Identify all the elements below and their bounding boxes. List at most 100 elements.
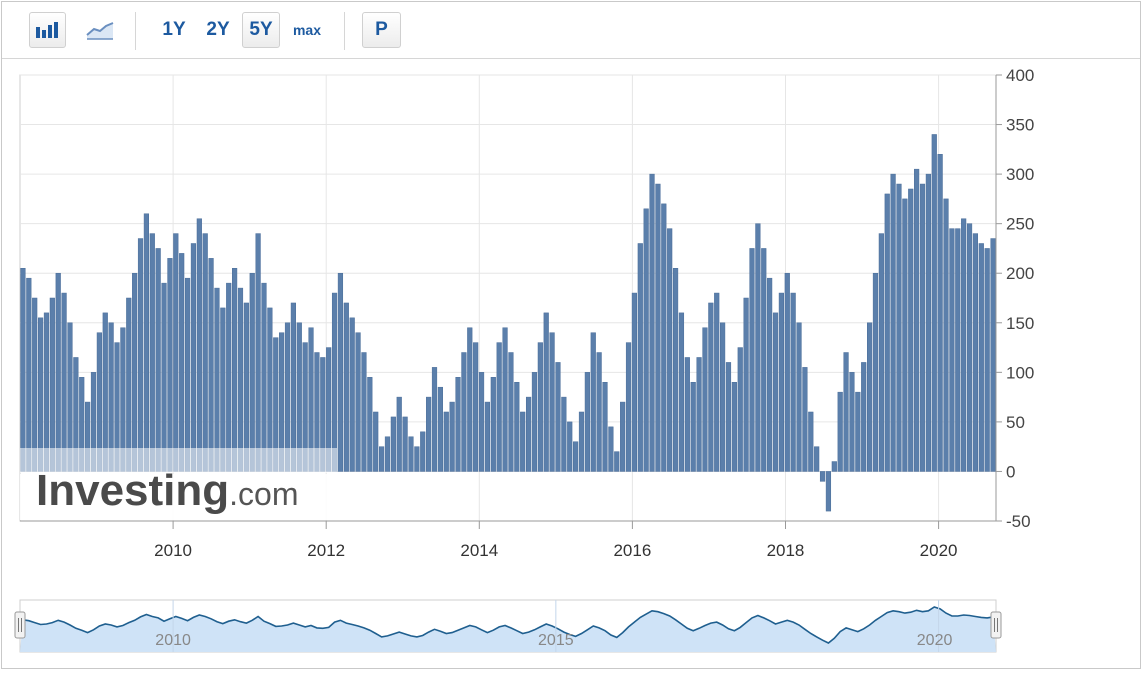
bar: [173, 233, 179, 472]
bar: [796, 322, 802, 472]
bar: [737, 347, 743, 472]
bar: [61, 292, 67, 472]
bar: [167, 258, 173, 472]
bar: [190, 243, 197, 472]
bar: [590, 332, 596, 472]
bar: [961, 218, 967, 472]
bar: [55, 272, 61, 472]
navigator-line: [22, 606, 994, 644]
bar: [790, 292, 796, 472]
bar: [584, 372, 590, 472]
bar: [755, 223, 761, 472]
bar: [349, 317, 355, 472]
bar: [496, 342, 502, 472]
bar: [379, 446, 385, 472]
bar: [837, 391, 843, 472]
bar: [843, 352, 849, 472]
bar: [672, 268, 679, 472]
bar: [955, 228, 961, 472]
navigator[interactable]: 2010 2015 2020: [14, 599, 1002, 653]
y-tick-label: 400: [1006, 66, 1034, 85]
p-button[interactable]: P: [362, 12, 401, 48]
bar: [608, 426, 614, 472]
x-tick-label: 2018: [767, 541, 805, 560]
bar: [161, 282, 167, 472]
bar: [431, 367, 438, 472]
bar: [520, 411, 526, 472]
bar: [155, 248, 161, 472]
y-tick-label: 100: [1006, 363, 1034, 382]
navigator-left-handle[interactable]: [14, 611, 26, 639]
line-chart-icon[interactable]: [80, 12, 120, 48]
bar: [943, 198, 949, 472]
bar: [261, 282, 267, 472]
bar: [537, 342, 543, 472]
bar: [602, 381, 608, 472]
bar: [625, 342, 632, 472]
range-1y-button[interactable]: 1Y: [162, 19, 186, 40]
bar: [855, 391, 861, 472]
range-5y-button[interactable]: 5Y: [242, 12, 280, 48]
bar: [690, 381, 696, 472]
bar: [937, 154, 943, 472]
bar: [490, 377, 496, 472]
navigator-right-handle[interactable]: [990, 611, 1002, 639]
bar: [890, 173, 896, 472]
toolbar: 1Y 2Y 5Y max P: [2, 2, 1140, 59]
bar: [26, 277, 32, 472]
bar: [467, 327, 473, 472]
bar: [408, 436, 414, 472]
bar: [925, 173, 931, 472]
bar-chart-icon[interactable]: [29, 12, 66, 48]
y-tick-label: 0: [1006, 462, 1015, 481]
bar: [743, 297, 749, 472]
bar: [655, 183, 661, 472]
bar: [414, 446, 420, 472]
bar: [420, 431, 426, 472]
range-2y-button[interactable]: 2Y: [206, 19, 230, 40]
bar: [849, 372, 855, 472]
bar: [137, 238, 144, 472]
bar: [132, 272, 138, 472]
bar: [949, 228, 955, 472]
bar: [643, 208, 649, 472]
bar: [896, 183, 902, 472]
x-tick-label: 2010: [154, 541, 192, 560]
y-tick-label: 50: [1006, 413, 1025, 432]
bar: [237, 287, 244, 472]
watermark-brand: Investing: [36, 466, 229, 515]
navigator-label: 2015: [538, 632, 574, 649]
bar: [620, 401, 626, 472]
bar: [702, 327, 708, 472]
bar: [884, 193, 890, 472]
bar: [461, 352, 467, 472]
bar: [402, 416, 408, 472]
bar: [867, 322, 873, 472]
range-max-button[interactable]: max: [292, 22, 322, 38]
bar: [802, 367, 808, 472]
bar: [473, 342, 479, 472]
bar: [331, 292, 338, 472]
bar: [808, 411, 814, 472]
bar: [819, 471, 826, 482]
bar: [384, 436, 391, 472]
bar: [573, 441, 579, 472]
bar: [555, 362, 561, 472]
bar: [714, 292, 720, 472]
bar: [708, 302, 714, 472]
bar: [861, 362, 867, 472]
bar: [390, 416, 396, 472]
bar: [355, 332, 361, 472]
bar: [455, 377, 461, 472]
bar: [684, 357, 690, 472]
bar: [761, 248, 767, 472]
bar: [561, 396, 567, 472]
bar: [984, 248, 990, 472]
y-tick-label: 300: [1006, 165, 1034, 184]
bar: [902, 198, 908, 472]
bar: [243, 302, 249, 472]
y-tick-label: -50: [1006, 512, 1031, 531]
bar: [143, 213, 149, 472]
bar: [361, 352, 367, 472]
